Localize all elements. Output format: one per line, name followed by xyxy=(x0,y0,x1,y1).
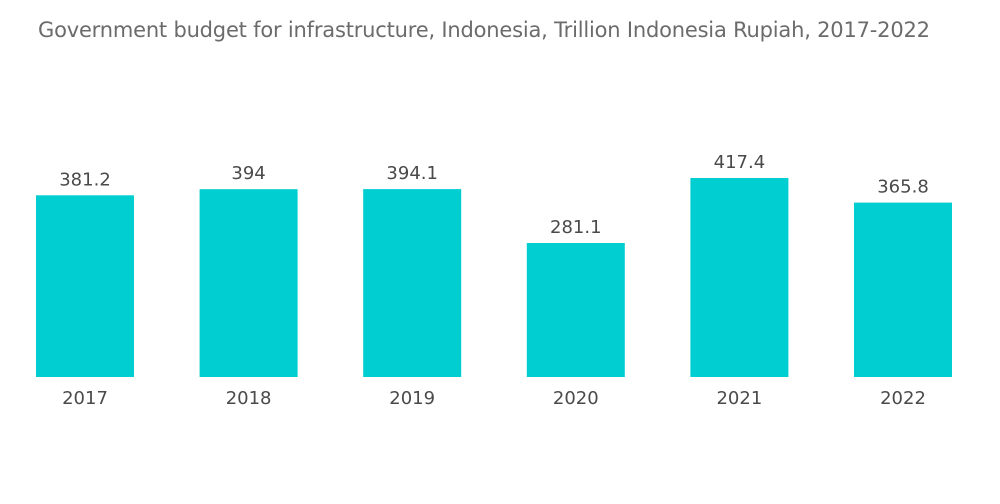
bar-2022 xyxy=(854,202,952,377)
bar-2019 xyxy=(363,189,462,377)
value-labels-layer: 381.2 394 394.1 281.1 417.4 365.8 xyxy=(59,152,929,238)
value-label-2019: 394.1 xyxy=(386,163,438,184)
value-label-2017: 381.2 xyxy=(59,169,111,190)
value-label-2022: 365.8 xyxy=(877,177,929,198)
x-tick-label-2017: 2017 xyxy=(62,388,108,409)
bar-2017 xyxy=(36,195,134,377)
bars-layer xyxy=(36,178,952,377)
x-tick-label-2018: 2018 xyxy=(226,388,272,409)
bar-2020 xyxy=(526,243,625,377)
bar-2021 xyxy=(690,178,789,377)
value-label-2018: 394 xyxy=(231,163,265,184)
x-tick-label-2021: 2021 xyxy=(716,388,762,409)
bar-2018 xyxy=(199,189,298,377)
x-tick-label-2022: 2022 xyxy=(880,388,926,409)
x-tick-label-2020: 2020 xyxy=(553,388,599,409)
value-label-2020: 281.1 xyxy=(550,217,602,238)
value-label-2021: 417.4 xyxy=(714,152,766,173)
x-axis: 2017 2018 2019 2020 2021 2022 xyxy=(62,388,926,409)
chart-title: Government budget for infrastructure, In… xyxy=(38,18,930,42)
x-tick-label-2019: 2019 xyxy=(389,388,435,409)
